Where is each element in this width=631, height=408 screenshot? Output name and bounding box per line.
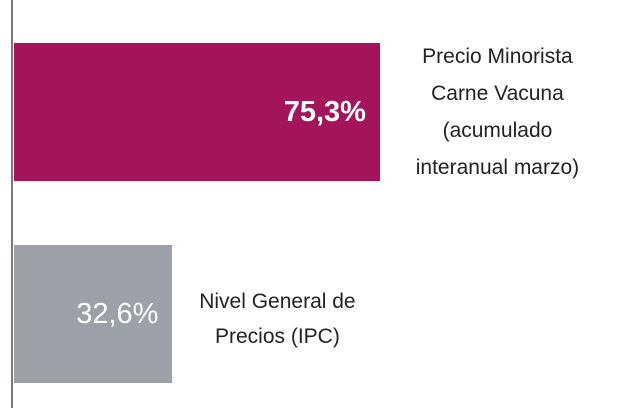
bar: [14, 43, 380, 181]
category-label: Nivel General de Precios (IPC): [199, 290, 356, 348]
value-label: 75,3%: [283, 96, 366, 128]
value-label: 32,6%: [76, 298, 159, 330]
category-label: Precio Minorista Carne Vacuna (acumulado…: [415, 45, 580, 179]
bar: [14, 245, 173, 383]
axis-line: [11, 0, 13, 408]
